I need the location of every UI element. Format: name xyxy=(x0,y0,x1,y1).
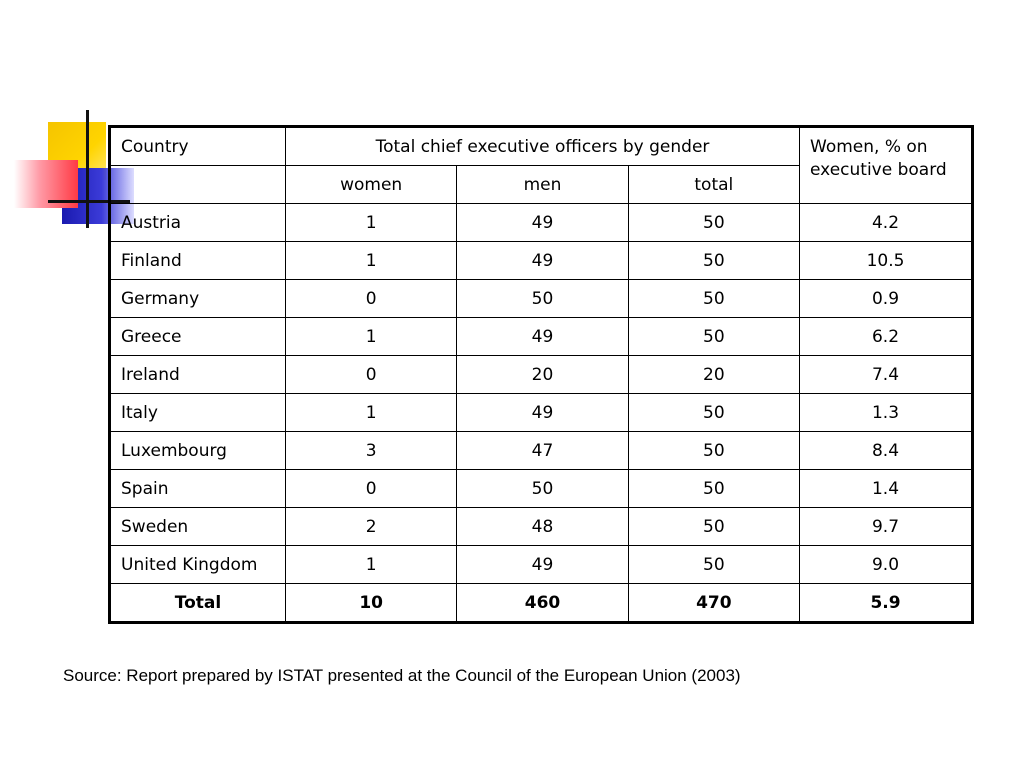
table-body: Austria 1 49 50 4.2 Finland 1 49 50 10.5 Germany 0 5… xyxy=(109,203,973,623)
header-ceo-group: Total chief executive officers by gender xyxy=(285,126,800,166)
cell-women-pct: 8.4 xyxy=(799,431,973,470)
cell-women: 0 xyxy=(284,355,458,394)
cell-women-pct: 1.4 xyxy=(799,469,973,508)
table-row: United Kingdom 1 49 50 9.0 xyxy=(109,545,973,584)
table-subheader-row: women men total xyxy=(109,165,973,204)
cell-men: 49 xyxy=(456,317,629,356)
cell-women: 1 xyxy=(284,545,458,584)
cell-country: Germany xyxy=(109,279,286,318)
cell-women-pct: 5.9 xyxy=(799,583,973,623)
table-row: Ireland 0 20 20 7.4 xyxy=(109,355,973,394)
cell-country: Spain xyxy=(109,469,286,508)
source-note: Source: Report prepared by ISTAT present… xyxy=(63,666,741,685)
total-row: Total 10 460 470 5.9 xyxy=(109,583,973,623)
cell-total: 50 xyxy=(627,203,801,242)
cell-total: 470 xyxy=(627,583,801,623)
cell-men: 49 xyxy=(456,203,629,242)
cell-women: 1 xyxy=(284,241,458,280)
cell-total: 20 xyxy=(627,355,801,394)
vertical-line-decoration xyxy=(86,110,89,228)
cell-women: 1 xyxy=(284,393,458,432)
cell-total: 50 xyxy=(627,393,801,432)
cell-total: 50 xyxy=(627,279,801,318)
header-country: Country xyxy=(109,126,286,166)
cell-men: 460 xyxy=(456,583,629,623)
cell-country: United Kingdom xyxy=(109,545,286,584)
cell-total: 50 xyxy=(627,241,801,280)
table-row: Spain 0 50 50 1.4 xyxy=(109,469,973,508)
cell-total: 50 xyxy=(627,507,801,546)
cell-women-pct: 7.4 xyxy=(799,355,973,394)
cell-men: 20 xyxy=(456,355,629,394)
cell-women: 1 xyxy=(284,203,458,242)
cell-men: 50 xyxy=(456,279,629,318)
header-women-pct: Women, % on executive board xyxy=(799,126,973,204)
cell-men: 48 xyxy=(456,507,629,546)
cell-women: 0 xyxy=(284,469,458,508)
cell-women-pct: 9.0 xyxy=(799,545,973,584)
table-header-row: Country Total chief executive officers b… xyxy=(109,126,973,204)
cell-total: 50 xyxy=(627,431,801,470)
cell-total: 50 xyxy=(627,545,801,584)
cell-country: Total xyxy=(109,583,286,623)
cell-total: 50 xyxy=(627,469,801,508)
cell-women-pct: 4.2 xyxy=(799,203,973,242)
table-row: Finland 1 49 50 10.5 xyxy=(109,241,973,280)
cell-country: Greece xyxy=(109,317,286,356)
cell-country: Finland xyxy=(109,241,286,280)
header-men: men xyxy=(456,165,629,204)
cell-country: Austria xyxy=(109,203,286,242)
cell-women-pct: 6.2 xyxy=(799,317,973,356)
cell-women: 10 xyxy=(284,583,458,623)
horizontal-line-decoration xyxy=(48,200,130,203)
table-row: Luxembourg 3 47 50 8.4 xyxy=(109,431,973,470)
header-country-blank xyxy=(109,165,286,204)
cell-country: Sweden xyxy=(109,507,286,546)
header-women: women xyxy=(284,165,458,204)
table-row: Italy 1 49 50 1.3 xyxy=(109,393,973,432)
ceo-gender-table: Country Total chief executive officers b… xyxy=(108,125,974,624)
cell-women: 0 xyxy=(284,279,458,318)
cell-country: Ireland xyxy=(109,355,286,394)
cell-women: 1 xyxy=(284,317,458,356)
table-row: Germany 0 50 50 0.9 xyxy=(109,279,973,318)
table-row: Sweden 2 48 50 9.7 xyxy=(109,507,973,546)
cell-total: 50 xyxy=(627,317,801,356)
cell-men: 49 xyxy=(456,241,629,280)
cell-women-pct: 0.9 xyxy=(799,279,973,318)
cell-men: 47 xyxy=(456,431,629,470)
table-row: Greece 1 49 50 6.2 xyxy=(109,317,973,356)
header-total: total xyxy=(627,165,801,204)
cell-women: 2 xyxy=(284,507,458,546)
cell-men: 49 xyxy=(456,393,629,432)
cell-men: 50 xyxy=(456,469,629,508)
table-row: Austria 1 49 50 4.2 xyxy=(109,203,973,242)
cell-women: 3 xyxy=(284,431,458,470)
cell-men: 49 xyxy=(456,545,629,584)
cell-country: Italy xyxy=(109,393,286,432)
cell-women-pct: 9.7 xyxy=(799,507,973,546)
cell-country: Luxembourg xyxy=(109,431,286,470)
cell-women-pct: 1.3 xyxy=(799,393,973,432)
cell-women-pct: 10.5 xyxy=(799,241,973,280)
